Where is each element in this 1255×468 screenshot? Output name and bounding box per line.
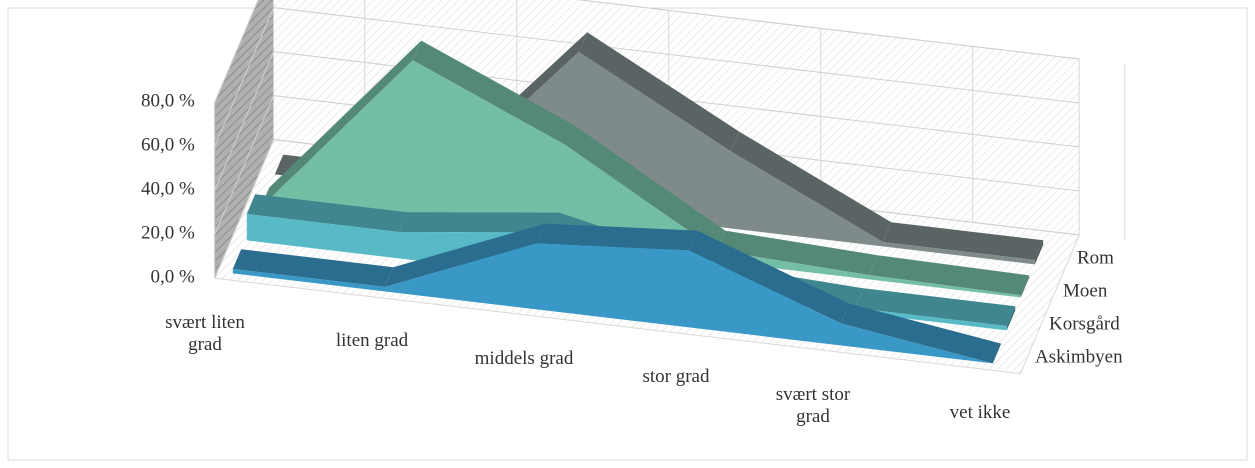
area <box>232 243 993 364</box>
series-label: Rom <box>1077 247 1114 268</box>
x-tick-label: vet ikke <box>949 402 1011 423</box>
x-tick-label: svært liten grad <box>165 312 245 355</box>
series-label: Askimbyen <box>1035 346 1123 367</box>
grid-line <box>214 51 1080 191</box>
area-end <box>1034 240 1044 265</box>
y-tick-label: 80,0 % <box>141 91 195 112</box>
area-top <box>840 303 1002 364</box>
area <box>274 52 1035 265</box>
area-top <box>536 223 698 251</box>
area-top <box>688 230 850 324</box>
area-top <box>578 32 740 152</box>
x-tick-label: middels grad <box>474 348 574 369</box>
area-top <box>868 255 1030 296</box>
grid-line <box>214 95 1080 235</box>
y-tick-label: 60,0 % <box>141 135 195 156</box>
x-tick-label: stor grad <box>642 366 710 387</box>
area-top <box>882 222 1044 260</box>
area <box>260 60 1021 298</box>
area-end <box>1020 275 1030 298</box>
area-top <box>398 212 560 233</box>
area-top <box>260 40 422 208</box>
y-tick-label: 0,0 % <box>150 267 195 288</box>
x-tick-label: liten grad <box>335 330 409 351</box>
area-top <box>412 40 574 145</box>
series-label: Korsgård <box>1049 313 1120 334</box>
area-top <box>730 131 892 242</box>
y-tick-label: 40,0 % <box>141 179 195 200</box>
area-top <box>384 223 546 287</box>
area-top <box>716 230 878 275</box>
grid-line <box>214 7 1080 147</box>
area-top <box>854 288 1016 326</box>
series-label: Moen <box>1063 280 1108 301</box>
area-top <box>232 249 394 287</box>
x-tick-label: svært stor grad <box>775 384 851 427</box>
area-top <box>246 194 408 232</box>
area-top <box>564 124 726 251</box>
grid-line <box>214 0 1080 103</box>
area-end <box>1006 306 1016 331</box>
y-tick-label: 20,0 % <box>141 223 195 244</box>
